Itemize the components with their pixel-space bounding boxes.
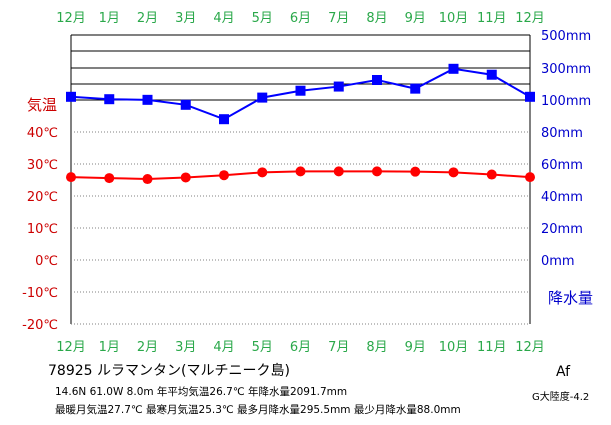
month-label-bottom: 5月	[252, 340, 273, 355]
precip-tick-label: 100mm	[541, 94, 591, 109]
precip-tick-label: 500mm	[541, 29, 591, 44]
temp-tick-label: 10℃	[27, 222, 58, 237]
temperature-point	[486, 169, 497, 180]
temp-tick-label: -10℃	[22, 286, 58, 301]
month-label-top: 8月	[366, 11, 387, 26]
temp-axis-title: 気温	[27, 96, 57, 114]
month-label-top: 3月	[175, 11, 196, 26]
series-layer	[66, 63, 535, 185]
temperature-point	[104, 173, 115, 184]
month-label-top: 4月	[213, 11, 234, 26]
temperature-point	[257, 167, 268, 178]
month-label-bottom: 7月	[328, 340, 349, 355]
precip-tick-label: 40mm	[541, 190, 583, 205]
month-label-top: 7月	[328, 11, 349, 26]
temperature-point	[525, 172, 535, 183]
temperature-point	[448, 167, 459, 178]
month-label-top: 9月	[405, 11, 426, 26]
month-label-top: 11月	[477, 11, 507, 26]
month-label-top: 6月	[290, 11, 311, 26]
temperature-point	[333, 166, 344, 177]
precipitation-point	[104, 94, 115, 105]
temperature-point	[219, 170, 229, 181]
temperature-point	[142, 174, 153, 185]
month-label-bottom: 9月	[405, 340, 426, 355]
precipitation-point	[295, 85, 306, 96]
temp-tick-label: 40℃	[27, 126, 58, 141]
precipitation-point	[410, 83, 421, 94]
month-label-top: 2月	[137, 11, 158, 26]
month-label-top: 10月	[439, 11, 469, 26]
precip-tick-label: 80mm	[541, 126, 583, 141]
month-label-top: 12月	[515, 11, 545, 26]
month-label-top: 5月	[252, 11, 273, 26]
continentality: G大陸度-4.2	[532, 392, 590, 403]
temp-tick-label: -20℃	[22, 318, 58, 333]
precip-tick-label: 60mm	[541, 158, 583, 173]
axis-labels: 12月 12月 1月 1月 2月 2月 3月 3月 4月 4月 5月 5月 6月 6月 7月 7月 8月 8月 9月…	[22, 11, 593, 355]
precipitation-point	[333, 81, 344, 92]
month-label-bottom: 12月	[56, 340, 86, 355]
month-label-bottom: 8月	[366, 340, 387, 355]
precip-tick-label: 0mm	[541, 254, 575, 269]
month-label-bottom: 2月	[137, 340, 158, 355]
precip-tick-label: 300mm	[541, 62, 591, 77]
precipitation-point	[372, 75, 382, 85]
temp-tick-label: 20℃	[27, 190, 58, 205]
month-label-bottom: 12月	[515, 340, 545, 355]
temperature-point	[410, 166, 421, 177]
month-label-bottom: 4月	[213, 340, 234, 355]
station-summary: 14.6N 61.0W 8.0m 年平均気温26.7℃ 年降水量2091.7mm	[55, 386, 348, 398]
month-label-top: 1月	[99, 11, 120, 26]
temperature-point	[295, 166, 306, 177]
precipitation-point	[142, 94, 153, 105]
climate-code: Af	[556, 364, 571, 380]
temp-tick-label: 0℃	[35, 254, 58, 269]
month-label-bottom: 3月	[175, 340, 196, 355]
temperature-point	[180, 172, 191, 183]
precipitation-point	[257, 92, 268, 103]
month-label-bottom: 6月	[290, 340, 311, 355]
precipitation-point	[66, 91, 76, 102]
precip-axis-title: 降水量	[548, 289, 593, 307]
station-extremes: 最暖月気温27.7℃ 最寒月気温25.3℃ 最多月降水量295.5mm 最少月降…	[55, 404, 461, 416]
precipitation-point	[219, 114, 229, 125]
month-label-top: 12月	[56, 11, 86, 26]
month-label-bottom: 11月	[477, 340, 507, 355]
precip-tick-label: 20mm	[541, 222, 583, 237]
temperature-point	[66, 172, 76, 183]
precipitation-point	[448, 63, 459, 74]
month-label-bottom: 1月	[99, 340, 120, 355]
month-label-bottom: 10月	[439, 340, 469, 355]
temp-tick-label: 30℃	[27, 158, 58, 173]
temperature-point	[372, 166, 382, 177]
precipitation-point	[180, 99, 191, 110]
precipitation-point	[525, 91, 535, 102]
precipitation-point	[486, 69, 497, 80]
station-name: 78925 ルラマンタン(マルチニーク島)	[48, 363, 290, 379]
